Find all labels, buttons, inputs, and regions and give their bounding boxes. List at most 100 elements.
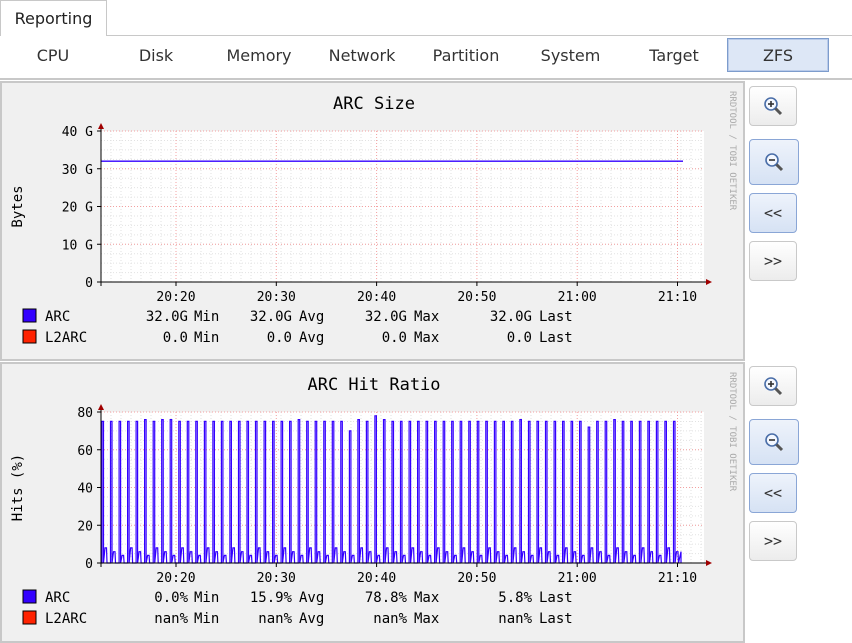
arc-hit-ratio-legend-min-value: 0.0% <box>154 590 188 606</box>
arc-hit-ratio-legend-max-value: nan% <box>373 611 407 627</box>
zoom-in-icon <box>764 97 783 116</box>
arc-size-legend-last-value: 0.0 <box>507 330 532 346</box>
arc-size-legend-swatch <box>22 308 37 323</box>
graph1-forward-button[interactable]: >> <box>749 241 797 281</box>
arc-hit-ratio-ytick-label: 80 <box>77 406 93 421</box>
arc-hit-ratio-legend-min-value: nan% <box>154 611 188 627</box>
subtab-system[interactable]: System <box>540 45 601 65</box>
subtab-memory[interactable]: Memory <box>226 45 292 65</box>
arc-size-legend-name: L2ARC <box>45 330 87 346</box>
arc-size-watermark: RRDTOOL / TOBI OETIKER <box>727 91 737 211</box>
subtab-disk[interactable]: Disk <box>138 45 174 65</box>
arc-hit-ratio-legend-avg-value: nan% <box>258 611 292 627</box>
reporting-subtabs: CPU Disk Memory Network Partition System… <box>0 38 852 74</box>
arc-size-x-arrow <box>706 279 712 285</box>
zoom-in-icon <box>764 377 783 396</box>
arc-size-ytick-label: 0 <box>85 276 93 291</box>
subtab-cpu[interactable]: CPU <box>36 45 70 65</box>
arc-hit-ratio-legend-avg-value: 15.9% <box>250 590 293 606</box>
arc-hit-ratio-legend-min-label: Min <box>194 590 219 606</box>
arc-hit-ratio-xtick-label: 20:50 <box>457 571 496 586</box>
arc-size-legend-max-value: 0.0 <box>382 330 407 346</box>
tab-reporting[interactable]: Reporting <box>0 0 107 36</box>
subtab-zfs[interactable]: ZFS <box>727 38 829 72</box>
graph2-forward-button[interactable]: >> <box>749 521 797 561</box>
arc-size-ytick-label: 20 G <box>62 201 93 216</box>
arc-hit-ratio-ylabel: Hits (%) <box>10 454 26 521</box>
arc-hit-ratio-xtick-label: 20:30 <box>257 571 296 586</box>
arc-hit-ratio-legend-max-value: 78.8% <box>365 590 408 606</box>
zoom-out-icon <box>765 433 784 452</box>
subtab-network[interactable]: Network <box>328 45 396 65</box>
arc-size-legend-last-label: Last <box>539 330 573 346</box>
arc-hit-ratio-ytick-label: 20 <box>77 519 93 534</box>
arc-hit-ratio-legend-max-label: Max <box>414 590 439 606</box>
arc-hit-ratio-legend-min-label: Min <box>194 611 219 627</box>
arc-size-xtick-label: 20:40 <box>357 290 396 305</box>
arc-size-legend-avg-value: 32.0G <box>250 309 292 325</box>
arc-hit-ratio-legend-last-label: Last <box>539 611 573 627</box>
arc-hit-ratio-legend-last-value: nan% <box>498 611 532 627</box>
arc-hit-ratio-chart: ARC Hit Ratio Hits (%) 0 20 40 60 80 20:20 20:30… <box>10 372 737 627</box>
arc-size-legend-name: ARC <box>45 309 70 325</box>
graph1-zoom-out-button[interactable] <box>749 139 799 185</box>
arc-hit-ratio-legend-swatch <box>22 589 37 604</box>
graph1-back-button[interactable]: << <box>749 193 797 233</box>
arc-size-legend-max-label: Max <box>414 330 439 346</box>
arc-size-title: ARC Size <box>333 94 415 114</box>
arc-size-legend-min-value: 0.0 <box>163 330 188 346</box>
arc-hit-ratio-legend-last-value: 5.8% <box>498 590 532 606</box>
arc-size-chart: ARC Size Bytes 0 10 G 20 G 30 G 40 G 20:20 20:30… <box>10 91 737 346</box>
arc-size-ytick-label: 10 G <box>62 238 93 253</box>
arc-size-y-arrow <box>98 123 104 129</box>
arc-hit-ratio-x-arrow <box>706 560 712 566</box>
arc-hit-ratio-xtick-label: 21:00 <box>558 571 597 586</box>
arc-size-legend-max-label: Max <box>414 309 439 325</box>
arc-hit-ratio-xtick-label: 21:10 <box>658 571 697 586</box>
arc-hit-ratio-watermark: RRDTOOL / TOBI OETIKER <box>727 372 737 492</box>
arc-hit-ratio-xtick-label: 20:40 <box>357 571 396 586</box>
arc-hit-ratio-y-arrow <box>98 404 104 410</box>
arc-size-ylabel: Bytes <box>10 185 26 227</box>
arc-size-xtick-label: 20:30 <box>257 290 296 305</box>
arc-size-legend-avg-label: Avg <box>299 330 324 346</box>
arc-hit-ratio-legend-name: L2ARC <box>45 611 87 627</box>
zoom-out-icon <box>765 153 784 172</box>
arc-hit-ratio-ytick-label: 40 <box>77 482 93 497</box>
graph2-zoom-in-button[interactable] <box>749 366 797 406</box>
arc-size-legend-last-value: 32.0G <box>490 309 532 325</box>
arc-size-legend-min-value: 32.0G <box>146 309 188 325</box>
arc-size-graph: ARC Size Bytes 0 10 G 20 G 30 G 40 G 20:20 20:30… <box>0 81 745 361</box>
subtab-target[interactable]: Target <box>649 45 699 65</box>
arc-hit-ratio-graph: ARC Hit Ratio Hits (%) 0 20 40 60 80 20:20 20:30… <box>0 362 745 643</box>
graph2-zoom-out-button[interactable] <box>749 419 799 465</box>
arc-size-legend-avg-value: 0.0 <box>267 330 292 346</box>
arc-size-ytick-label: 40 G <box>62 125 93 140</box>
subtab-divider <box>0 78 852 80</box>
arc-size-legend-max-value: 32.0G <box>365 309 407 325</box>
arc-hit-ratio-legend-max-label: Max <box>414 611 439 627</box>
arc-hit-ratio-title: ARC Hit Ratio <box>307 375 440 395</box>
arc-hit-ratio-legend-name: ARC <box>45 590 70 606</box>
arc-size-legend-avg-label: Avg <box>299 309 324 325</box>
arc-size-xtick-label: 21:10 <box>658 290 697 305</box>
subtab-partition[interactable]: Partition <box>432 45 500 65</box>
arc-size-legend-swatch <box>22 329 37 344</box>
arc-hit-ratio-legend-last-label: Last <box>539 590 573 606</box>
graph2-back-button[interactable]: << <box>749 473 797 513</box>
arc-size-xtick-label: 20:50 <box>457 290 496 305</box>
arc-hit-ratio-ytick-label: 60 <box>77 444 93 459</box>
tab-divider <box>107 35 852 36</box>
arc-size-legend-min-label: Min <box>194 330 219 346</box>
arc-hit-ratio-ytick-label: 0 <box>85 557 93 572</box>
arc-hit-ratio-xtick-label: 20:20 <box>156 571 195 586</box>
arc-size-legend-min-label: Min <box>194 309 219 325</box>
arc-hit-ratio-legend-avg-label: Avg <box>299 590 324 606</box>
arc-size-legend-last-label: Last <box>539 309 573 325</box>
arc-hit-ratio-legend-swatch <box>22 610 37 625</box>
arc-size-xtick-label: 20:20 <box>156 290 195 305</box>
arc-hit-ratio-legend-avg-label: Avg <box>299 611 324 627</box>
arc-size-ytick-label: 30 G <box>62 163 93 178</box>
graph1-zoom-in-button[interactable] <box>749 86 797 126</box>
arc-size-xtick-label: 21:00 <box>558 290 597 305</box>
